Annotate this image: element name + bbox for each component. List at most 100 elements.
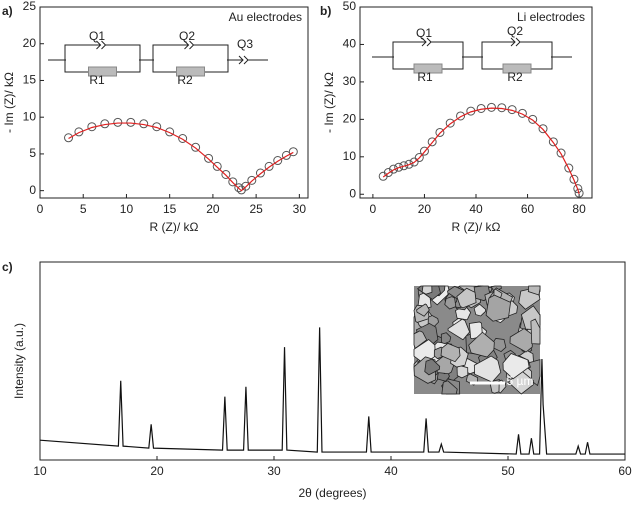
data-point	[204, 153, 214, 163]
data-point	[126, 117, 136, 127]
x-tick-label: 10	[120, 202, 134, 216]
blank	[483, 56, 551, 58]
circuit-label: Q1	[416, 26, 432, 40]
annotation: Au electrodes	[229, 10, 302, 24]
data-point	[556, 148, 566, 158]
x-tick-label: 0	[37, 202, 44, 216]
grain	[440, 332, 452, 345]
y-tick-label: 40	[343, 37, 357, 51]
y-tick-label: 0	[29, 183, 36, 197]
y-axis-title: - Im (Z)/ kΩ	[2, 72, 16, 133]
grain	[421, 285, 433, 295]
x-tick-label: 5	[80, 202, 87, 216]
grain	[440, 342, 461, 363]
data-point	[241, 181, 251, 191]
blank	[394, 56, 462, 58]
xrd-pattern	[39, 327, 625, 455]
y-tick-label: 20	[23, 36, 37, 50]
x-tick-label: 40	[384, 464, 398, 478]
data-point	[435, 127, 445, 137]
data-point	[486, 102, 496, 112]
grain	[473, 303, 486, 317]
cpe-symbol	[418, 37, 438, 47]
x-tick-label: 15	[163, 202, 177, 216]
y-tick-label: 0	[349, 186, 356, 200]
x-axis-title: R (Z)/ kΩ	[452, 220, 501, 234]
y-tick-label: 50	[343, 0, 357, 13]
x-tick-label: 40	[469, 202, 483, 216]
resistor	[88, 66, 117, 77]
grain	[530, 318, 541, 345]
blank	[154, 59, 227, 61]
y-tick-label: 30	[343, 74, 357, 88]
data-point	[255, 168, 265, 178]
cpe-symbol	[92, 40, 113, 50]
data-point	[178, 133, 188, 143]
grain	[416, 303, 430, 317]
plot-frame	[39, 261, 626, 461]
y-tick-label: 10	[343, 149, 357, 163]
data-point	[281, 150, 291, 160]
data-point	[221, 169, 231, 179]
y-tick-label: 25	[23, 0, 37, 13]
data-point	[74, 127, 84, 137]
circuit-label: Q2	[179, 29, 195, 43]
fit-line	[68, 122, 294, 192]
x-tick-label: 20	[418, 202, 432, 216]
data-point	[212, 161, 222, 171]
data-point	[399, 161, 409, 171]
data-point	[414, 153, 424, 163]
grain	[502, 353, 530, 380]
y-tick-label: 10	[23, 109, 37, 123]
data-point	[427, 137, 437, 147]
x-tick-label: 50	[501, 464, 515, 478]
data-point	[456, 111, 466, 121]
data-point	[389, 164, 399, 174]
grain	[447, 318, 471, 341]
data-point	[569, 174, 579, 184]
fit-line	[382, 107, 580, 195]
circuit-label: Q2	[507, 24, 523, 38]
grain	[468, 321, 483, 340]
circuit-label: Q1	[89, 29, 105, 43]
cpe-symbol	[507, 37, 527, 47]
data-point	[264, 161, 274, 171]
circuit-label: Q3	[237, 37, 253, 51]
annotation: Li electrodes	[517, 10, 585, 24]
x-tick-label: 20	[206, 202, 220, 216]
data-point	[404, 159, 414, 169]
data-point	[383, 168, 393, 178]
blank	[66, 59, 139, 61]
x-axis-title: 2θ (degrees)	[298, 486, 366, 500]
grain	[441, 380, 458, 395]
resistor	[176, 66, 205, 77]
data-point	[288, 147, 298, 157]
inset-label: 5 µm	[507, 374, 534, 388]
circuit-label: R2	[507, 70, 523, 84]
data-point	[517, 108, 527, 118]
x-tick-label: 10	[33, 464, 47, 478]
data-point	[573, 184, 583, 194]
blank	[235, 59, 255, 61]
data-point	[273, 156, 283, 166]
grain	[468, 331, 495, 358]
x-tick-label: 20	[150, 464, 164, 478]
data-point	[234, 183, 244, 193]
resistor	[502, 63, 532, 74]
x-axis-title: R (Z)/ kΩ	[150, 220, 199, 234]
data-point	[247, 175, 257, 185]
x-tick-label: 0	[370, 202, 377, 216]
data-point	[445, 118, 455, 128]
data-point	[64, 133, 74, 143]
panel-label: b)	[320, 4, 331, 18]
data-point	[528, 114, 538, 124]
data-point	[113, 117, 123, 127]
data-point	[409, 157, 419, 167]
grain	[527, 285, 541, 296]
grain	[485, 294, 511, 322]
grain	[456, 365, 469, 379]
data-point	[574, 188, 584, 198]
data-point	[394, 162, 404, 172]
x-tick-label: 60	[521, 202, 535, 216]
